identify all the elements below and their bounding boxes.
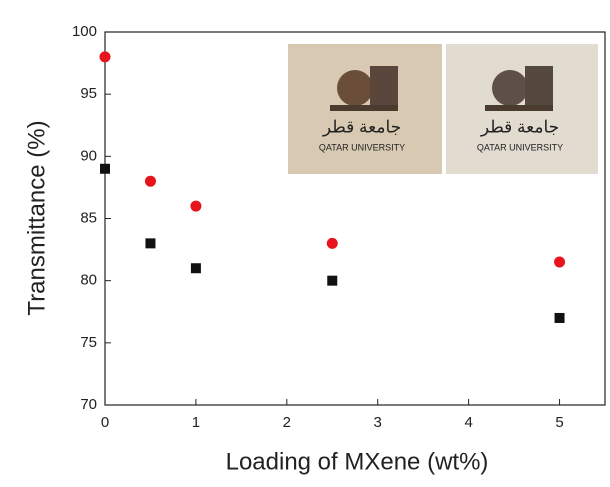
inset-english: QATAR UNIVERSITY [319,142,405,152]
point [190,263,201,274]
logo [330,66,553,111]
point [326,237,338,249]
inset-arabic: جامعة قطر [480,117,559,137]
y-tick-label: 95 [80,85,97,102]
inset-english: QATAR UNIVERSITY [477,142,563,152]
inset: جامعة قطر QATAR UNIVERSITY جامعة قطر QAT… [288,44,598,174]
x-axis-title: Loading of MXene (wt%) [226,448,489,475]
x-tick-label: 3 [374,414,382,431]
point [99,51,111,63]
point [144,175,156,187]
x-tick-label: 0 [101,414,109,431]
x-tick-label: 1 [192,414,200,431]
y-tick-label: 85 [80,209,97,226]
x-tick-label: 5 [555,414,563,431]
point [554,312,565,323]
y-tick-label: 75 [80,334,97,351]
x-tick-label: 4 [464,414,472,431]
point [145,238,156,249]
point [100,163,110,174]
point [190,200,202,212]
y-axis-title: Transmittance (%) [23,120,50,315]
y-tick-label: 80 [80,272,97,289]
y-tick-label: 100 [72,23,97,40]
y-tick-label: 70 [80,396,97,413]
x-tick-label: 2 [283,414,291,431]
y-tick-label: 90 [80,147,97,164]
inset-arabic: جامعة قطر [322,117,401,137]
point [327,275,338,286]
point [554,256,566,268]
